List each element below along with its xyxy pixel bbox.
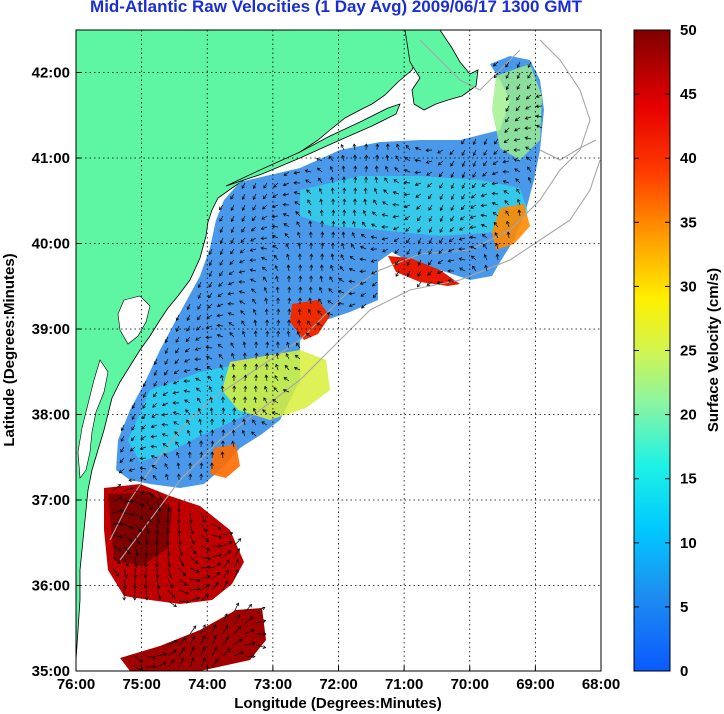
velocity-field-red-hudson [388,256,460,286]
colorbar-tick-label: 40 [680,150,697,167]
colorbar-tick-label: 0 [680,663,688,680]
y-tick-label: 41:00 [32,150,70,167]
velocity-field-orange-se [492,204,530,250]
colorbar [633,29,671,672]
y-tick-label: 37:00 [32,492,70,509]
colorbar-tick-label: 45 [680,86,697,103]
grid-lines [76,30,601,671]
x-tick-label: 71:00 [385,676,423,693]
colorbar-tick-label: 10 [680,535,697,552]
long-island [225,103,401,187]
x-tick-label: 70:00 [451,676,489,693]
land-mass [76,30,417,661]
x-tick-label: 69:00 [516,676,554,693]
y-tick-label: 40:00 [32,236,70,253]
velocity-arrows [112,61,543,671]
y-axis-ticks: 35:00 36:00 37:00 38:00 39:00 40:00 41:00 42:00 [32,65,81,680]
velocity-field-cyan-north [300,176,528,236]
delaware-bay [117,295,151,345]
colorbar-label: Surface Velocity (cm/s) [705,268,722,432]
y-tick-label: 38:00 [32,407,70,424]
x-tick-label: 75:00 [122,676,160,693]
y-tick-label: 39:00 [32,321,70,338]
y-tick-label: 35:00 [32,663,70,680]
x-tick-label: 74:00 [188,676,226,693]
x-tick-label: 76:00 [57,676,95,693]
chesapeake-bay [77,359,109,479]
x-tick-label: 68:00 [582,676,620,693]
colorbar-tick-label: 20 [680,407,697,424]
x-axis-ticks: 76:00 75:00 74:00 73:00 72:00 71:00 70:00 69:00… [57,666,620,693]
colorbar-tick-label: 5 [680,599,688,616]
colorbar-tick-label: 15 [680,471,697,488]
y-axis-label: Latitude (Degrees:Minutes) [1,253,18,446]
colorbar-ticks: 0 5 10 15 20 25 30 35 40 45 50 [634,22,697,680]
velocity-field-darkred-core [108,492,172,566]
velocity-field-orange-small [210,444,240,478]
colorbar-tick-label: 50 [680,22,697,39]
x-tick-label: 73:00 [254,676,292,693]
x-axis-label: Longitude (Degrees:Minutes) [234,695,442,712]
cape-cod [404,30,479,111]
x-tick-label: 72:00 [319,676,357,693]
colorbar-tick-label: 35 [680,214,697,231]
y-tick-label: 42:00 [32,65,70,82]
colorbar-tick-label: 25 [680,343,697,360]
y-tick-label: 36:00 [32,578,70,595]
colorbar-tick-label: 30 [680,278,697,295]
velocity-field-yellow [222,350,330,420]
map-title: Mid-Atlantic Raw Velocities (1 Day Avg) … [90,0,582,16]
